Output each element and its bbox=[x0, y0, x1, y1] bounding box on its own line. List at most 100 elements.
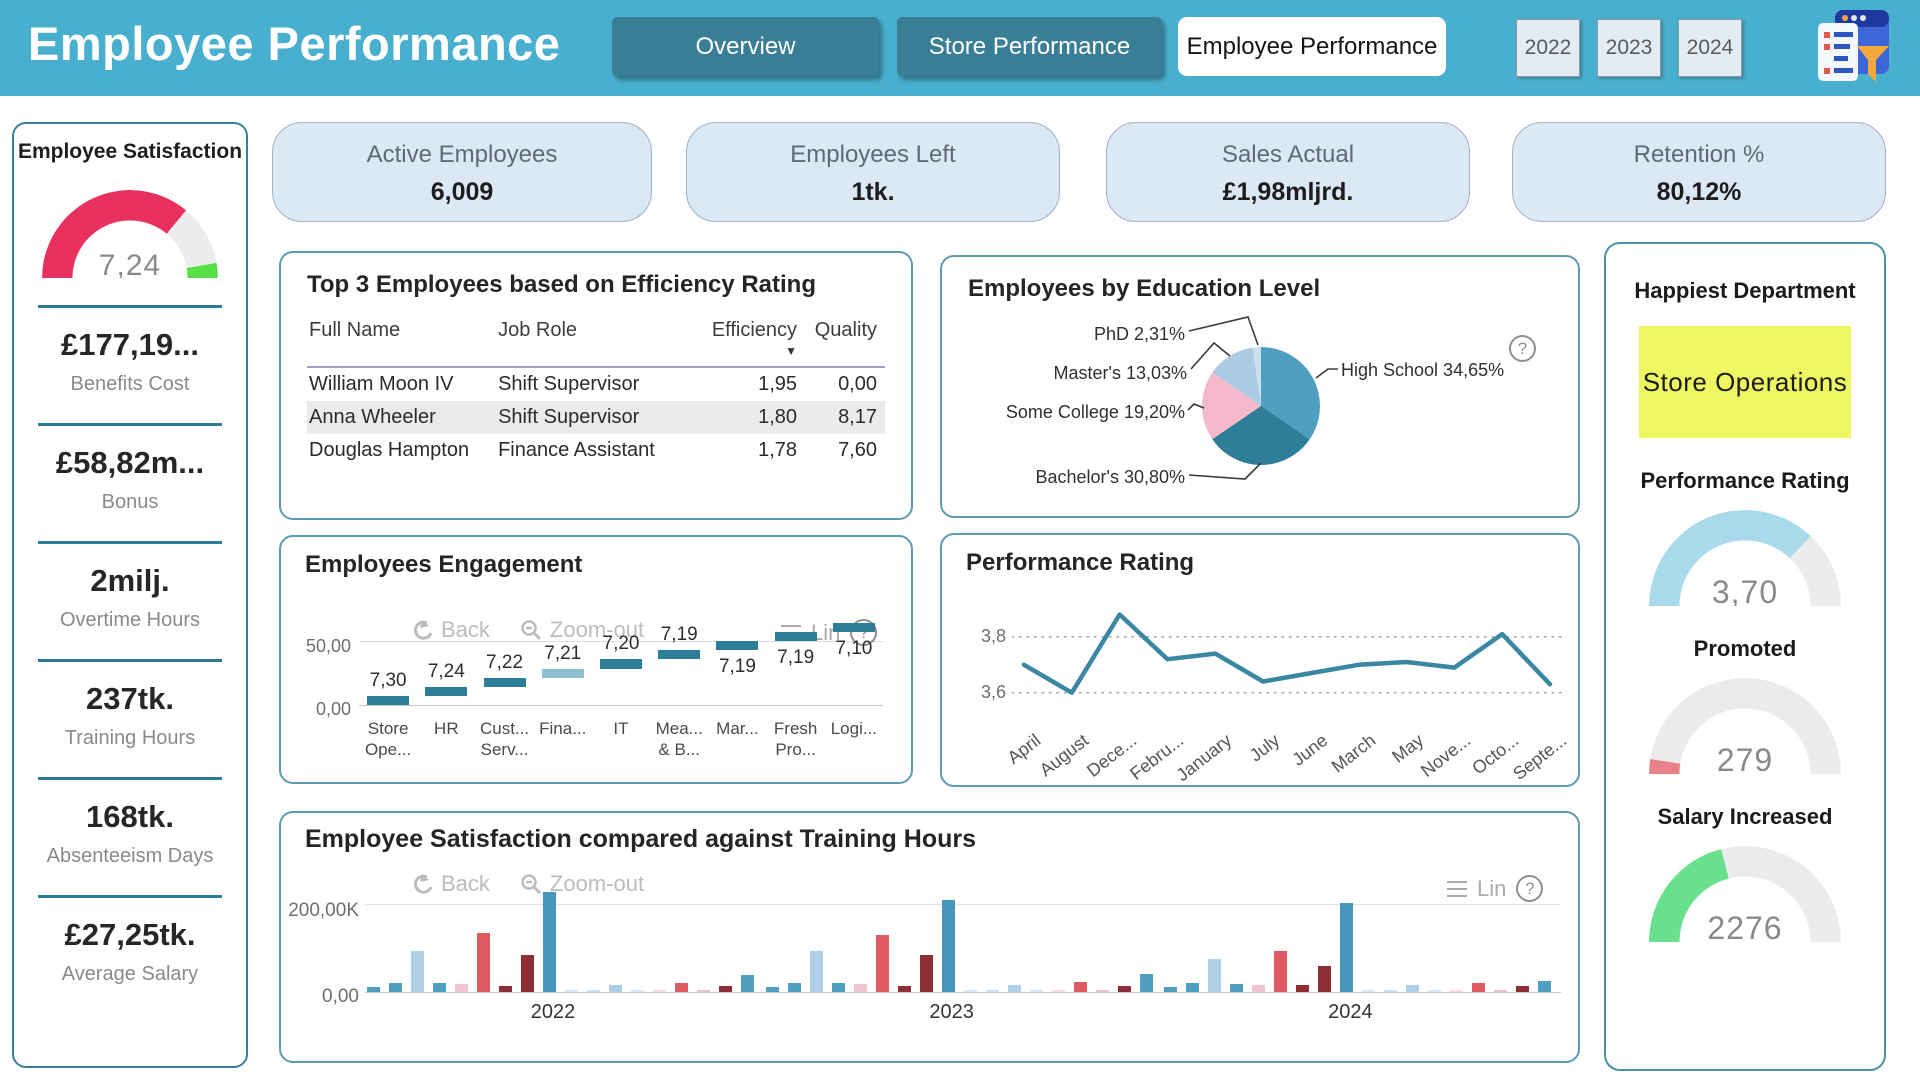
back-button[interactable]: Back bbox=[411, 871, 490, 897]
undo-arrow-icon bbox=[414, 620, 433, 640]
lin-label[interactable]: Lin bbox=[1477, 875, 1507, 901]
table-row[interactable]: Anna Wheeler Shift Supervisor 1,80 8,17 bbox=[307, 401, 885, 434]
bar[interactable] bbox=[1095, 990, 1109, 992]
column-header-full-name[interactable]: Full Name bbox=[307, 317, 497, 368]
divider bbox=[38, 305, 222, 308]
column-header-efficiency[interactable]: Efficiency ▼ bbox=[695, 317, 806, 368]
table-row[interactable]: William Moon IV Shift Supervisor 1,95 0,… bbox=[307, 367, 885, 401]
top3-table: Full Name Job Role Efficiency ▼ Quality … bbox=[307, 317, 885, 467]
bar[interactable] bbox=[411, 950, 424, 992]
bar[interactable] bbox=[787, 983, 801, 992]
bar[interactable] bbox=[609, 985, 622, 992]
bar[interactable] bbox=[1472, 983, 1486, 992]
waterfall-bar[interactable] bbox=[425, 686, 468, 696]
bar[interactable] bbox=[1428, 990, 1442, 992]
waterfall-bar[interactable] bbox=[367, 695, 410, 705]
bar[interactable] bbox=[1007, 985, 1021, 992]
bar[interactable] bbox=[875, 934, 889, 992]
bar[interactable] bbox=[565, 990, 578, 992]
bar[interactable] bbox=[1538, 981, 1552, 992]
column-header-job-role[interactable]: Job Role bbox=[496, 317, 696, 368]
bar[interactable] bbox=[1139, 973, 1153, 992]
bar[interactable] bbox=[675, 983, 688, 992]
waterfall-bar[interactable] bbox=[483, 677, 526, 687]
right-summary-panel: Happiest Department Store Operations Per… bbox=[1604, 242, 1886, 1071]
year-filter-2024[interactable]: 2024 bbox=[1678, 19, 1742, 77]
bar[interactable] bbox=[941, 899, 955, 992]
tab-employee-performance[interactable]: Employee Performance bbox=[1178, 17, 1446, 76]
zoom-out-button[interactable]: Zoom-out bbox=[520, 871, 644, 897]
bar[interactable] bbox=[1516, 986, 1530, 992]
bar[interactable] bbox=[1117, 986, 1131, 992]
tab-store-performance[interactable]: Store Performance bbox=[897, 17, 1162, 76]
bar[interactable] bbox=[1318, 965, 1332, 992]
bar[interactable] bbox=[765, 986, 779, 992]
bar[interactable] bbox=[499, 986, 512, 992]
bar[interactable] bbox=[963, 990, 977, 992]
bar[interactable] bbox=[1029, 990, 1043, 992]
bar[interactable] bbox=[985, 990, 999, 992]
bar[interactable] bbox=[1186, 983, 1200, 992]
bar[interactable] bbox=[831, 983, 845, 992]
bar[interactable] bbox=[521, 955, 534, 992]
bar[interactable] bbox=[1051, 990, 1065, 992]
waterfall-bar[interactable] bbox=[600, 659, 642, 669]
bar[interactable] bbox=[543, 891, 556, 992]
bar[interactable] bbox=[1230, 984, 1244, 992]
bar[interactable] bbox=[1362, 990, 1376, 992]
bar[interactable] bbox=[653, 990, 666, 992]
bar[interactable] bbox=[1164, 986, 1178, 992]
bar[interactable] bbox=[367, 986, 380, 992]
kpi-label: Average Salary bbox=[61, 963, 199, 985]
bar[interactable] bbox=[1450, 990, 1464, 992]
bar[interactable] bbox=[587, 990, 600, 992]
performance-plot[interactable]: April August Dece... Febru... January July Jun… bbox=[1004, 590, 1570, 785]
bar-value-label: 7,22 bbox=[486, 651, 524, 673]
year-filter-2022[interactable]: 2022 bbox=[1516, 19, 1580, 77]
kpi-card-value: £1,98mljrd. bbox=[1222, 178, 1354, 206]
waterfall-bar[interactable] bbox=[541, 668, 584, 678]
bar[interactable] bbox=[1296, 985, 1310, 992]
waterfall-bar[interactable] bbox=[832, 623, 875, 633]
list-icon[interactable] bbox=[1447, 880, 1467, 897]
bar[interactable] bbox=[719, 986, 732, 992]
bar[interactable] bbox=[809, 950, 823, 992]
employees-engagement-card: Employees Engagement Back Zoom-out Li bbox=[279, 535, 913, 784]
zoom-out-button[interactable]: Zoom-out bbox=[520, 617, 644, 643]
tab-overview[interactable]: Overview bbox=[612, 17, 879, 76]
waterfall-bar[interactable] bbox=[716, 641, 759, 651]
bar[interactable] bbox=[1384, 990, 1398, 992]
year-filter-2023[interactable]: 2023 bbox=[1597, 19, 1661, 77]
bar[interactable] bbox=[853, 984, 867, 992]
help-icon[interactable]: ? bbox=[1509, 335, 1536, 362]
waterfall-bar[interactable] bbox=[774, 632, 817, 642]
gridline-200k bbox=[365, 904, 1561, 905]
x-category-label: Septe... bbox=[1509, 730, 1571, 784]
bar[interactable] bbox=[1494, 990, 1508, 992]
bar[interactable] bbox=[455, 984, 468, 992]
pie-label-some-college: Some College 19,20% bbox=[1005, 402, 1185, 422]
bar[interactable] bbox=[741, 974, 754, 992]
bar[interactable] bbox=[697, 990, 710, 992]
waterfall-bar[interactable] bbox=[658, 650, 701, 660]
bar[interactable] bbox=[477, 933, 490, 992]
bar[interactable] bbox=[389, 983, 402, 992]
category-label: Logi... bbox=[830, 719, 878, 738]
bar[interactable] bbox=[1252, 985, 1266, 992]
bar[interactable] bbox=[1073, 982, 1087, 992]
table-row[interactable]: Douglas Hampton Finance Assistant 1,78 7… bbox=[307, 434, 885, 467]
help-icon[interactable]: ? bbox=[1516, 875, 1544, 902]
bar[interactable] bbox=[1274, 950, 1288, 992]
column-header-quality[interactable]: Quality bbox=[805, 317, 885, 368]
bar[interactable] bbox=[897, 986, 911, 992]
bar[interactable] bbox=[1406, 985, 1420, 992]
bar[interactable] bbox=[1340, 902, 1354, 992]
happiest-department-highlight: Store Operations bbox=[1639, 326, 1851, 438]
education-pie[interactable] bbox=[1202, 347, 1320, 465]
bar[interactable] bbox=[1208, 959, 1222, 992]
kpi-value: £177,19... bbox=[61, 327, 199, 362]
bar[interactable] bbox=[433, 983, 446, 992]
back-button[interactable]: Back bbox=[411, 617, 490, 643]
bar[interactable] bbox=[631, 990, 644, 992]
bar[interactable] bbox=[919, 955, 933, 992]
